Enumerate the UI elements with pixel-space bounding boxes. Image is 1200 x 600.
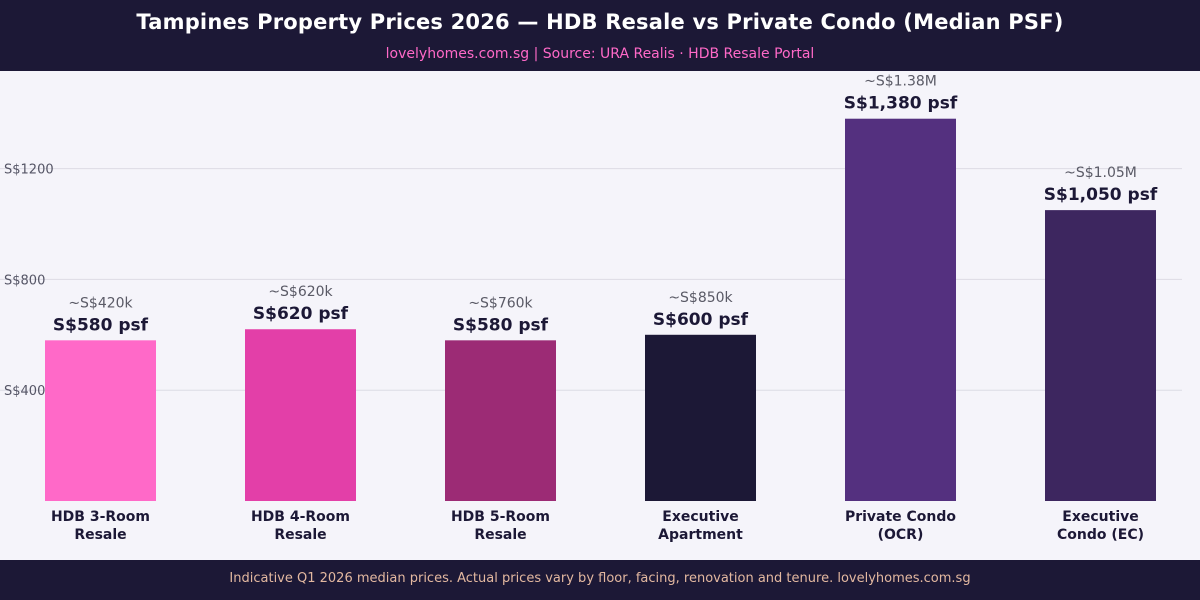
bar-value-label: S$600 psf: [653, 310, 749, 330]
y-tick-label: S$400: [4, 384, 45, 399]
x-tick-label: Private Condo: [845, 509, 956, 525]
footer-bar: Indicative Q1 2026 median prices. Actual…: [0, 560, 1200, 600]
bar-value-label: S$580 psf: [453, 315, 549, 335]
chart-title: Tampines Property Prices 2026 — HDB Resa…: [136, 10, 1064, 34]
bar: [845, 118, 956, 502]
grid-lines: [0, 168, 1182, 391]
y-tick-label: S$800: [4, 273, 45, 288]
bar-value-label: S$580 psf: [53, 315, 149, 335]
bar: [45, 340, 156, 501]
bar-price-label: ~S$620k: [268, 284, 333, 300]
bar-price-label: ~S$420k: [68, 295, 133, 311]
bar-value-label: S$620 psf: [253, 304, 349, 324]
y-axis-ticks: S$400 S$800 S$1200: [4, 163, 54, 400]
x-tick-label: Apartment: [658, 527, 743, 543]
header-bar: Tampines Property Prices 2026 — HDB Resa…: [0, 0, 1200, 71]
x-tick-label: Executive: [1062, 509, 1138, 525]
x-tick-label: Resale: [74, 527, 126, 543]
bar-labels: S$580 psf ~S$420k S$620 psf ~S$620k S$580 ps…: [53, 74, 1158, 336]
bar: [245, 329, 356, 501]
bar: [1045, 210, 1156, 501]
bar-price-label: ~S$1.38M: [864, 74, 937, 90]
x-tick-label: Resale: [474, 527, 526, 543]
y-tick-label: S$1200: [4, 163, 54, 178]
bar-value-label: S$1,050 psf: [1044, 185, 1158, 205]
x-tick-label: (OCR): [878, 527, 924, 543]
chart-subtitle: lovelyhomes.com.sg | Source: URA Realis …: [385, 46, 815, 62]
x-tick-label: Executive: [662, 509, 738, 525]
x-tick-label: HDB 4-Room: [251, 509, 350, 525]
bar: [645, 334, 756, 501]
x-tick-label: HDB 3-Room: [51, 509, 150, 525]
x-tick-label: HDB 5-Room: [451, 509, 550, 525]
x-axis-labels: HDB 3-Room Resale HDB 4-Room Resale HDB 5-Ro…: [51, 509, 1144, 543]
bar: [445, 340, 556, 501]
bar-price-label: ~S$760k: [468, 295, 533, 311]
bar-chart: S$400 S$800 S$1200 S$580 psf ~S$420k S$620 p…: [0, 74, 1182, 543]
bar-value-label: S$1,380 psf: [844, 94, 958, 114]
x-tick-label: Condo (EC): [1057, 527, 1144, 543]
footnote: Indicative Q1 2026 median prices. Actual…: [229, 571, 971, 586]
bar-price-label: ~S$1.05M: [1064, 165, 1137, 181]
bars: [45, 118, 1156, 502]
bar-price-label: ~S$850k: [668, 290, 733, 306]
x-tick-label: Resale: [274, 527, 326, 543]
